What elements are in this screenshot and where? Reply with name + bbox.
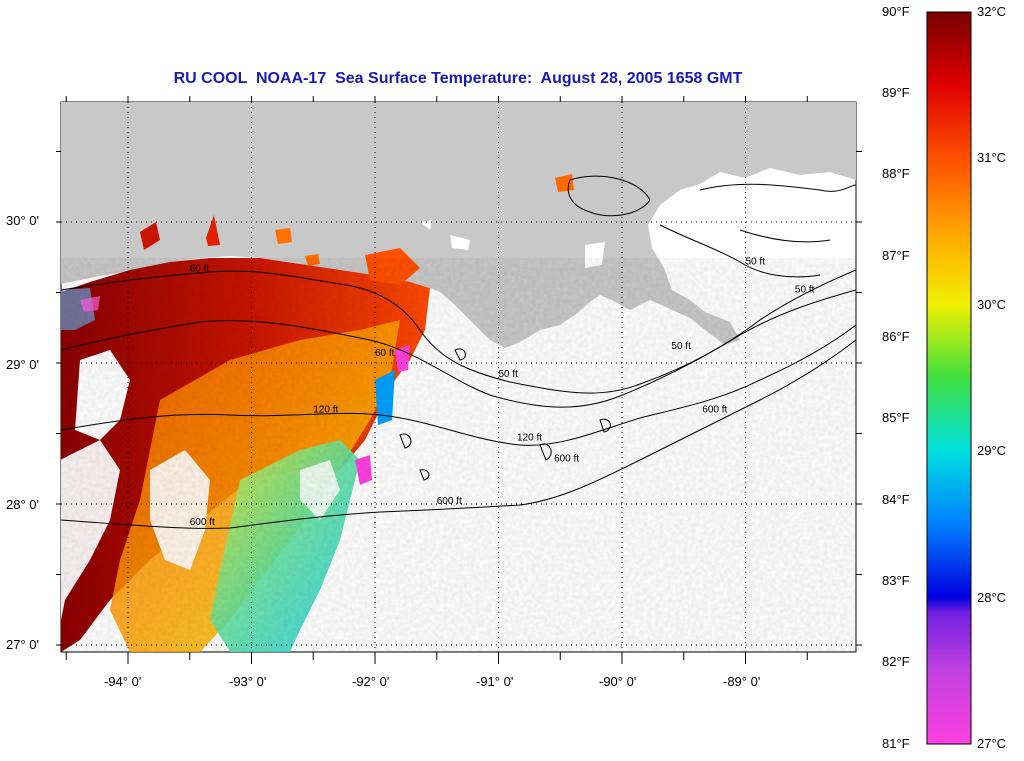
graticule [61, 102, 856, 652]
lat-label-30: 30° 0' [6, 213, 39, 228]
colorbar-c-label: 28°C [977, 590, 1007, 605]
colorbar-c-label: 30°C [977, 297, 1007, 312]
colorbar-f-label: 86°F [882, 329, 910, 344]
colorbar-f-label: 84°F [882, 492, 910, 507]
lon-label-92: -92° 0' [352, 674, 390, 689]
lon-label-93: -93° 0' [229, 674, 267, 689]
colorbar-f-label: 87°F [882, 248, 910, 263]
contour-label: 600 ft [437, 496, 462, 507]
lat-label-27: 27° 0' [6, 637, 39, 652]
colorbar-f-label: 85°F [882, 410, 910, 425]
colorbar-c-label: 31°C [977, 150, 1007, 165]
contour-label: 600 ft [554, 454, 579, 465]
lon-label-94: -94° 0' [104, 674, 142, 689]
contour-label: 60 ft [190, 263, 210, 274]
lon-label-89: -89° 0' [723, 674, 761, 689]
colorbar-c-label: 27°C [977, 736, 1007, 751]
colorbar-f-label: 90°F [882, 4, 910, 19]
contour-label: 50 ft [795, 285, 815, 296]
contour-label: 120 ft [313, 404, 338, 415]
contour-label: 60 ft [375, 348, 395, 359]
colorbar-f-label: 88°F [882, 166, 910, 181]
lat-label-28: 28° 0' [6, 497, 39, 512]
sst-data [61, 174, 856, 652]
contour-label-group: 60 ft 60 ft 120 ft 120 ft 600 ft 600 ft 600 ft… [190, 256, 815, 528]
axis-ticks [56, 96, 862, 664]
lat-label-29: 29° 0' [6, 357, 39, 372]
contour-label: 50 ft [746, 256, 766, 267]
contour-label: 120 ft [517, 433, 542, 444]
colorbar-f-label: 89°F [882, 85, 910, 100]
colorbar-f-label: 82°F [882, 654, 910, 669]
colorbar-c-label: 29°C [977, 443, 1007, 458]
map-title: RU COOL NOAA-17 Sea Surface Temperature:… [173, 70, 743, 87]
contour-label: 50 ft [499, 369, 519, 380]
colorbar-f-label: 81°F [882, 736, 910, 751]
lon-label-90: -90° 0' [599, 674, 637, 689]
colorbar [926, 11, 972, 745]
colorbar-f-label: 83°F [882, 573, 910, 588]
lon-label-91: -91° 0' [476, 674, 514, 689]
colorbar-c-label: 32°C [977, 4, 1007, 19]
contour-label: 50 ft [671, 341, 691, 352]
contour-label: 600 ft [190, 517, 215, 528]
bathymetry-contours [61, 175, 856, 529]
contour-label: 600 ft [702, 404, 727, 415]
